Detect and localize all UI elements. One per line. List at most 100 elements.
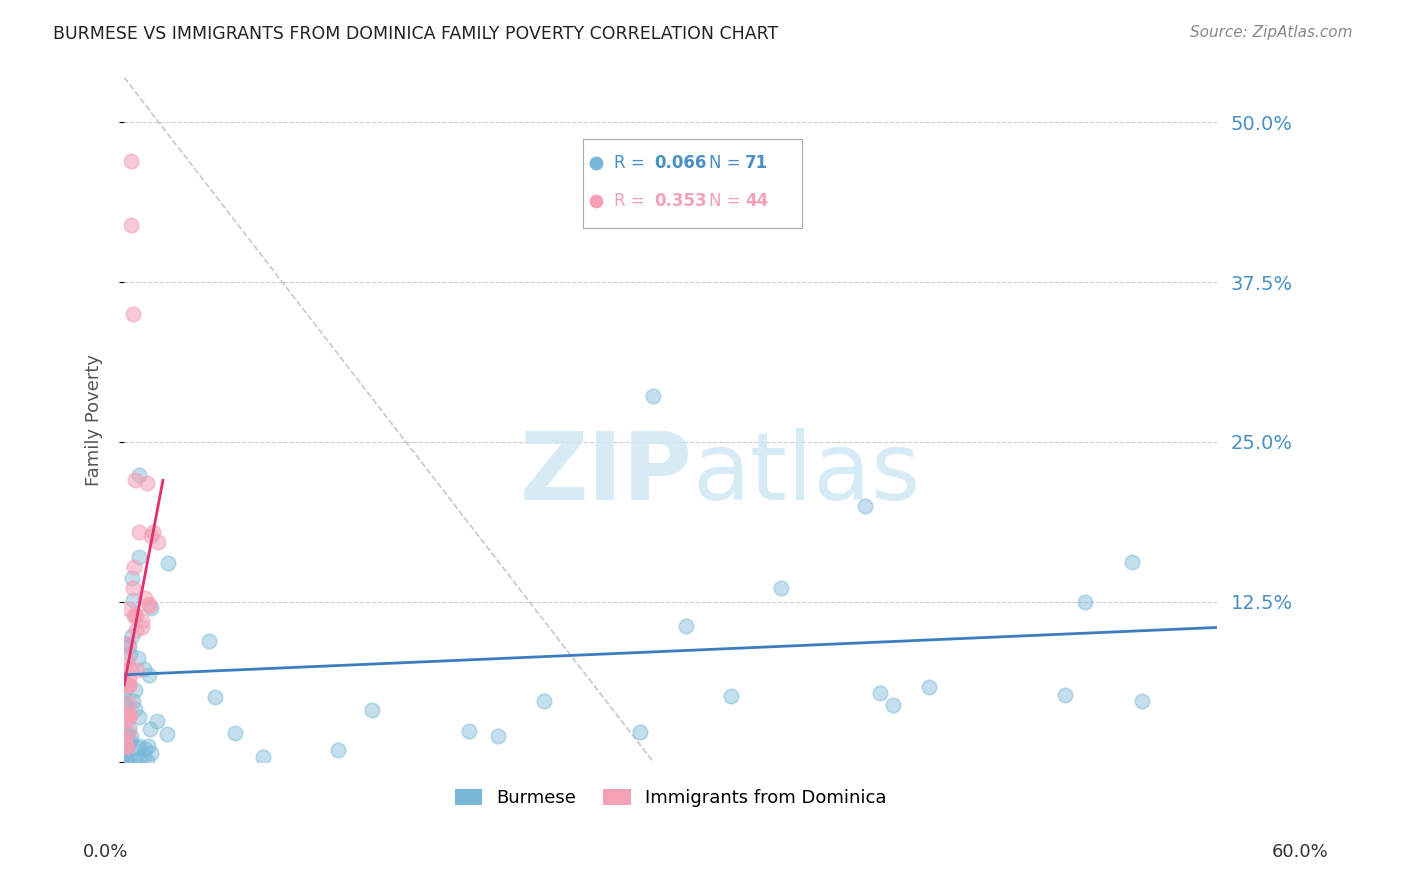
- Point: [117, 678, 139, 692]
- Point: [139, 722, 162, 736]
- Point: [882, 698, 904, 712]
- Point: [127, 740, 149, 755]
- Point: [122, 559, 145, 574]
- Text: R =: R =: [614, 192, 650, 210]
- Point: [118, 601, 141, 615]
- Point: [135, 475, 157, 490]
- Point: [675, 618, 697, 632]
- Point: [142, 524, 165, 539]
- Point: [117, 737, 139, 751]
- Point: [112, 747, 135, 761]
- Point: [118, 721, 141, 735]
- Point: [112, 636, 135, 650]
- Point: [117, 637, 139, 651]
- Text: 60.0%: 60.0%: [1272, 843, 1329, 861]
- Point: [114, 697, 136, 711]
- Point: [118, 696, 141, 710]
- Point: [361, 703, 384, 717]
- Point: [122, 694, 145, 708]
- Point: [224, 725, 246, 739]
- Point: [115, 706, 138, 720]
- Point: [115, 729, 138, 743]
- Point: [128, 468, 150, 483]
- Point: [117, 652, 139, 666]
- Text: 0.066: 0.066: [654, 154, 707, 172]
- Point: [114, 683, 136, 698]
- Point: [853, 499, 876, 513]
- Point: [125, 607, 148, 622]
- Point: [1054, 688, 1077, 702]
- Point: [124, 474, 146, 488]
- Point: [118, 709, 141, 723]
- Point: [121, 592, 143, 607]
- Text: 0.0%: 0.0%: [83, 843, 128, 861]
- Point: [641, 389, 664, 403]
- Point: [124, 608, 146, 623]
- Point: [112, 678, 135, 692]
- Point: [128, 751, 150, 765]
- Text: N =: N =: [709, 192, 745, 210]
- Point: [120, 153, 142, 168]
- Point: [118, 678, 141, 692]
- Point: [869, 686, 891, 700]
- Point: [115, 750, 138, 764]
- Point: [131, 620, 153, 634]
- Point: [122, 609, 145, 624]
- Y-axis label: Family Poverty: Family Poverty: [86, 353, 103, 485]
- Point: [252, 750, 274, 764]
- Point: [118, 647, 141, 661]
- Point: [117, 639, 139, 653]
- Point: [121, 571, 143, 585]
- Point: [118, 672, 141, 686]
- Point: [112, 682, 135, 697]
- Point: [139, 746, 162, 760]
- Text: 71: 71: [745, 154, 768, 172]
- Point: [156, 726, 179, 740]
- Point: [115, 662, 138, 676]
- Point: [138, 667, 160, 681]
- Point: [112, 740, 135, 755]
- Point: [122, 581, 145, 595]
- Point: [115, 740, 138, 755]
- Point: [114, 732, 136, 747]
- Point: [1074, 595, 1097, 609]
- Text: BURMESE VS IMMIGRANTS FROM DOMINICA FAMILY POVERTY CORRELATION CHART: BURMESE VS IMMIGRANTS FROM DOMINICA FAMI…: [53, 25, 779, 43]
- Point: [115, 697, 138, 711]
- Point: [121, 629, 143, 643]
- Point: [120, 218, 142, 232]
- Point: [134, 747, 156, 762]
- Point: [128, 524, 150, 539]
- Point: [117, 708, 139, 723]
- Point: [328, 743, 350, 757]
- Point: [114, 734, 136, 748]
- Point: [124, 702, 146, 716]
- Point: [115, 739, 138, 754]
- Text: N =: N =: [709, 154, 745, 172]
- Point: [132, 662, 155, 676]
- Point: [197, 634, 219, 648]
- Point: [128, 739, 150, 753]
- Point: [115, 735, 138, 749]
- Point: [128, 550, 150, 565]
- Point: [204, 690, 226, 704]
- Point: [1130, 694, 1153, 708]
- Point: [117, 725, 139, 739]
- Legend: Burmese, Immigrants from Dominica: Burmese, Immigrants from Dominica: [447, 781, 894, 814]
- Point: [118, 678, 141, 692]
- Point: [136, 739, 159, 753]
- Point: [118, 662, 141, 676]
- FancyBboxPatch shape: [583, 139, 801, 228]
- Point: [1121, 555, 1143, 569]
- Point: [124, 753, 146, 767]
- Point: [115, 753, 138, 767]
- Point: [486, 729, 509, 743]
- Point: [720, 689, 742, 703]
- Point: [114, 724, 136, 739]
- Point: [112, 745, 135, 759]
- Point: [125, 623, 148, 637]
- Text: R =: R =: [614, 154, 650, 172]
- Point: [533, 694, 555, 708]
- Text: 44: 44: [745, 192, 768, 210]
- Point: [118, 734, 141, 748]
- Point: [139, 601, 162, 615]
